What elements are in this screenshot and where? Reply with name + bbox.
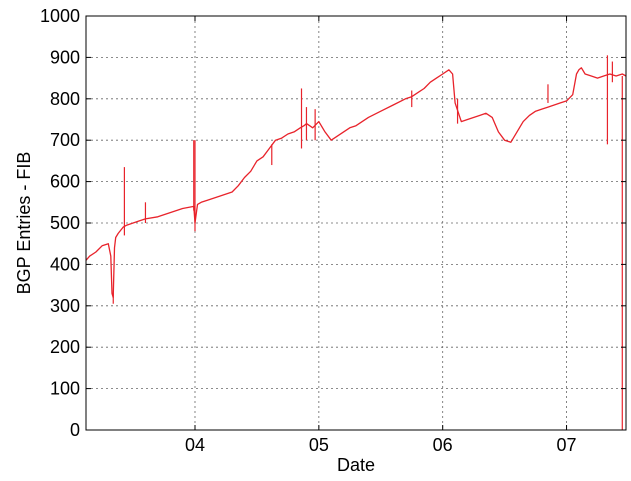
x-tick-label: 06 [433,435,453,455]
y-tick-label: 900 [50,47,80,67]
y-tick-label: 100 [50,379,80,399]
x-tick-label: 07 [557,435,577,455]
y-tick-label: 0 [70,420,80,440]
grid-lines [86,16,626,430]
data-series [85,55,627,430]
y-tick-label: 1000 [40,6,80,26]
y-tick-label: 400 [50,254,80,274]
x-tick-label: 05 [309,435,329,455]
series-line [85,67,627,299]
axis-ticks: 0 100 200 300 400 500 600 700 800 900 1000 04 05 06 07 [40,6,626,455]
y-axis-label: BGP Entries - FIB [14,152,34,295]
x-tick-label: 04 [185,435,205,455]
y-tick-label: 300 [50,296,80,316]
y-tick-label: 700 [50,130,80,150]
y-tick-label: 800 [50,89,80,109]
x-axis-label: Date [337,455,375,475]
y-tick-label: 200 [50,337,80,357]
y-tick-label: 600 [50,172,80,192]
y-tick-label: 500 [50,213,80,233]
